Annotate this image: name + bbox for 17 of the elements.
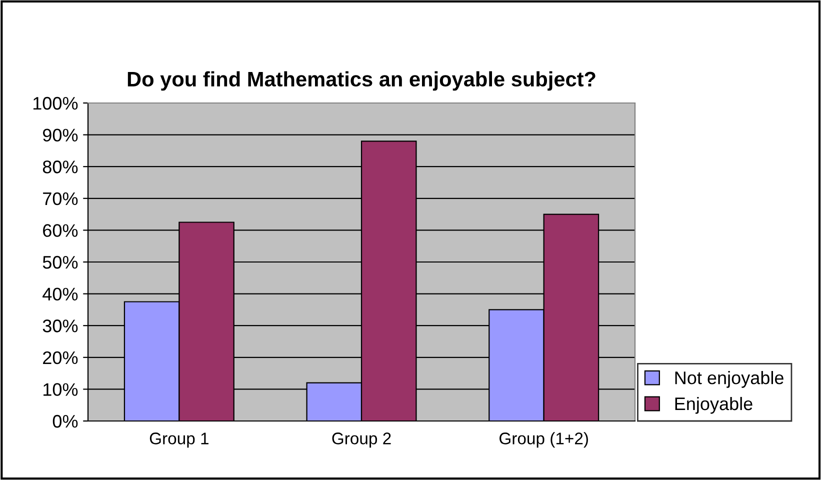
y-tick-label: 10% xyxy=(44,383,78,396)
chart-title: Do you find Mathematics an enjoyable subject? xyxy=(128,71,596,91)
y-tick-label: 90% xyxy=(42,128,78,142)
x-tick-label: Group 1 xyxy=(150,432,208,448)
legend-label: Not enjoyable xyxy=(675,370,784,388)
y-tick-label: 70% xyxy=(43,192,78,206)
x-tick-label: Group (1+2) xyxy=(500,432,588,448)
y-tick-label: 50% xyxy=(42,256,78,269)
y-tick-label: 60% xyxy=(43,224,78,237)
y-tick-label: 80% xyxy=(42,160,78,174)
y-tick-label: 0% xyxy=(52,414,78,428)
x-tick-label: Group 2 xyxy=(332,432,391,448)
y-tick-label: 40% xyxy=(42,288,78,301)
y-tick-label: 20% xyxy=(43,351,78,364)
y-tick-label: 100% xyxy=(33,96,78,110)
y-tick-label: 30% xyxy=(42,320,78,332)
legend-label: Enjoyable xyxy=(675,396,752,414)
